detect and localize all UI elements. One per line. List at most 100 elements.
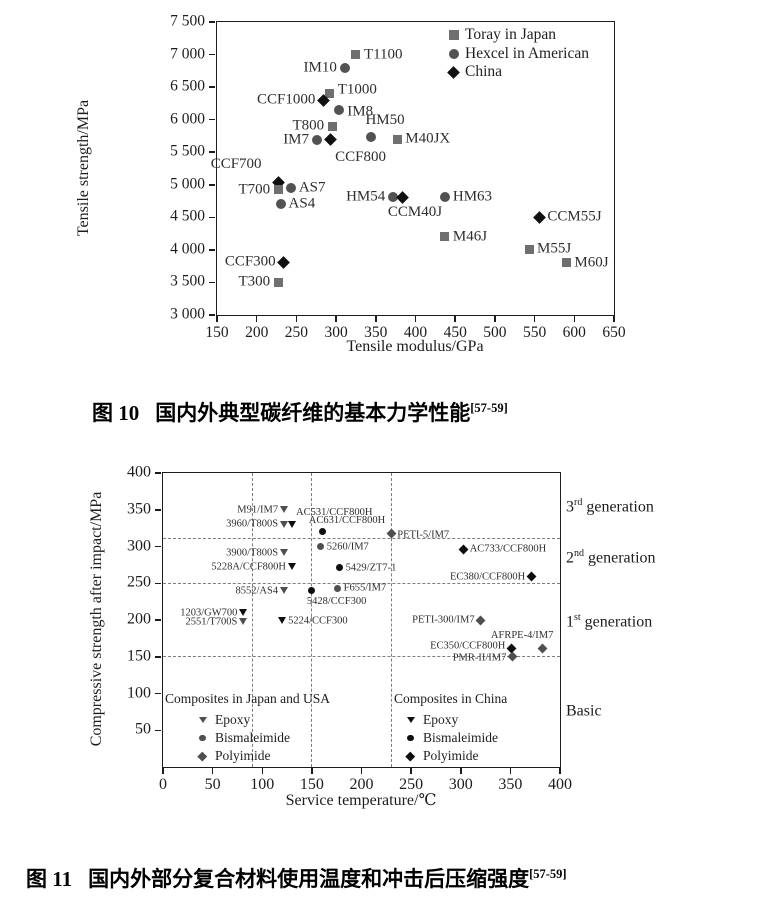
fig11-point-5228A/CCF800H — [287, 563, 296, 571]
fig11-vline-230 — [390, 473, 392, 767]
fig10-point-label-AS7: AS7 — [298, 179, 326, 196]
fig10-y-tick-label-4 500: 4 500 — [170, 207, 205, 225]
fig10-y-tick-3 000 — [209, 314, 215, 316]
fig11-point-5260/IM7 — [317, 543, 325, 550]
fig11-point-3960/T800S — [279, 520, 288, 528]
fig10-x-axis-title: Tensile modulus/GPa — [346, 338, 484, 355]
fig11-legend-label: Epoxy — [215, 712, 251, 727]
fig11-x-tick-0 — [162, 768, 164, 774]
fig11-legend-item-polyimide: Polyimide — [196, 747, 290, 765]
fig10-y-tick-label-7 000: 7 000 — [170, 45, 205, 63]
fig11-legend-japan-usa: Epoxy Bismaleimide Polyimide — [196, 711, 290, 765]
fig11-x-axis-title: Service temperature/℃ — [285, 792, 437, 809]
fig11-point-label-PETI-5/IM7: PETI-5/IM7 — [397, 529, 450, 541]
fig11-x-tick-200 — [360, 768, 363, 774]
fig10-x-tick-label-500: 500 — [483, 324, 507, 341]
fig11-x-tick-label-300: 300 — [448, 776, 473, 793]
fig11-y-tick-label-350: 350 — [127, 500, 151, 518]
fig11-point-3900/T800S — [279, 549, 288, 557]
fig10-point-label-IM10: IM10 — [303, 59, 337, 76]
fig10-x-tick-label-150: 150 — [205, 324, 229, 341]
fig10-point-AS7 — [285, 183, 296, 194]
fig10-x-tick-label-550: 550 — [522, 324, 547, 341]
fig11-caption: 图 11 国内外部分复合材料使用温度和冲击后压缩强度[57-59] — [26, 863, 567, 893]
fig11-point-label-EC380/CCF800H: EC380/CCF800H — [449, 571, 526, 583]
fig10-x-tick-150 — [216, 316, 218, 322]
fig11-y-tick-150 — [155, 656, 161, 658]
fig10-point-T300 — [273, 277, 283, 287]
fig10-y-tick-5 500 — [209, 151, 215, 153]
triangle-icon — [404, 717, 417, 723]
fig10-point-T800 — [327, 121, 337, 131]
fig11-hline-150 — [163, 656, 560, 657]
circle-icon — [449, 48, 465, 59]
fig11-y-tick-label-100: 100 — [127, 684, 151, 702]
fig10-point-label-T1000: T1000 — [337, 81, 377, 98]
fig10-x-tick-label-600: 600 — [562, 324, 586, 341]
fig11-x-tick-label-200: 200 — [349, 776, 374, 793]
fig11-y-tick-label-300: 300 — [127, 537, 151, 555]
fig10-x-tick-450 — [454, 316, 456, 322]
fig10-point-T1100 — [351, 50, 361, 60]
fig10-plot-area — [216, 21, 615, 316]
fig11-point-AC631/CCF800H — [319, 528, 327, 536]
fig10-point-label-M46J: M46J — [452, 228, 488, 245]
fig11-point-5428/CCF300 — [308, 587, 316, 595]
diamond-icon — [196, 751, 209, 761]
fig10-x-tick-550 — [533, 316, 536, 322]
fig10-point-label-T300: T300 — [238, 273, 271, 290]
diamond-icon — [447, 66, 465, 79]
fig11-caption-number: 图 11 — [26, 867, 73, 891]
fig10-legend-label: China — [465, 63, 503, 81]
diamond-icon — [404, 751, 417, 761]
fig11-x-tick-label-50: 50 — [204, 776, 221, 793]
fig10-legend-label: Toray in Japan — [465, 26, 557, 44]
fig10-y-tick-4 500 — [209, 216, 215, 219]
fig11-x-tick-400 — [559, 768, 561, 774]
fig11-legend-triangle-icon — [198, 717, 207, 723]
fig11-point-label-PETI-300/IM7: PETI-300/IM7 — [412, 614, 475, 626]
fig10-point-IM10 — [339, 62, 350, 73]
fig11-x-tick-250 — [410, 768, 412, 774]
fig11-legend-item-epoxy: Epoxy — [196, 711, 290, 729]
fig10-y-axis-title: Tensile strength/MPa — [75, 99, 92, 237]
fig11-point-label-AC531/CCF800H: AC531/CCF800H — [296, 507, 373, 519]
fig10-caption-citation: [57-59] — [470, 401, 508, 415]
fig10-x-tick-200 — [255, 316, 258, 322]
fig10-point-IM7 — [312, 134, 323, 145]
fig11-point-1203/GW700 — [238, 608, 247, 616]
fig11-x-tick-label-0: 0 — [159, 776, 167, 793]
fig11-y-tick-label-50: 50 — [135, 720, 151, 738]
fig10-point-M40JX — [392, 134, 402, 144]
fig11-x-tick-150 — [311, 768, 313, 774]
fig11-x-tick-label-100: 100 — [250, 776, 275, 793]
fig11-y-tick-300 — [155, 545, 161, 548]
triangle-icon — [196, 717, 209, 723]
fig11-point-label-3900/T800S: 3900/T800S — [226, 547, 279, 559]
fig10-point-IM8 — [334, 104, 345, 115]
fig11-y-tick-100 — [155, 692, 161, 695]
fig10-y-tick-label-7 500: 7 500 — [170, 12, 205, 30]
fig11-legend-circle-icon — [407, 734, 414, 742]
fig11-legend-triangle-icon — [406, 717, 415, 723]
fig10-legend-item-hexcel-in-american: Hexcel in American — [449, 45, 589, 64]
fig11-vline-90 — [251, 473, 253, 767]
fig11-point-label-8552/AS4: 8552/AS4 — [235, 585, 279, 597]
fig10-point-HM50 — [366, 132, 377, 143]
fig10-y-tick-label-6 500: 6 500 — [170, 77, 205, 95]
fig10-point-label-HM50: HM50 — [365, 112, 405, 129]
fig10-point-label-CCF700: CCF700 — [210, 155, 262, 172]
fig10-point-label-T800: T800 — [292, 117, 325, 134]
fig11-legend-item-bismaleimide: Bismaleimide — [404, 729, 498, 747]
fig11-band-3rd-generation: 3rd generation — [566, 497, 654, 516]
fig11-y-tick-350 — [155, 509, 161, 511]
fig10-x-tick-650 — [613, 316, 615, 322]
fig11-caption-citation: [57-59] — [529, 867, 567, 881]
fig10-point-HM63 — [439, 192, 450, 203]
fig10-y-tick-label-3 500: 3 500 — [170, 273, 205, 291]
fig11-point-label-5429/ZT7-1: 5429/ZT7-1 — [345, 562, 397, 574]
fig10-point-label-CCF800: CCF800 — [335, 148, 386, 165]
fig11-point-label-5428/CCF300: 5428/CCF300 — [306, 595, 367, 607]
fig10-x-tick-500 — [494, 316, 496, 322]
fig10-caption-text: 国内外典型碳纤维的基本力学性能 — [155, 401, 471, 425]
